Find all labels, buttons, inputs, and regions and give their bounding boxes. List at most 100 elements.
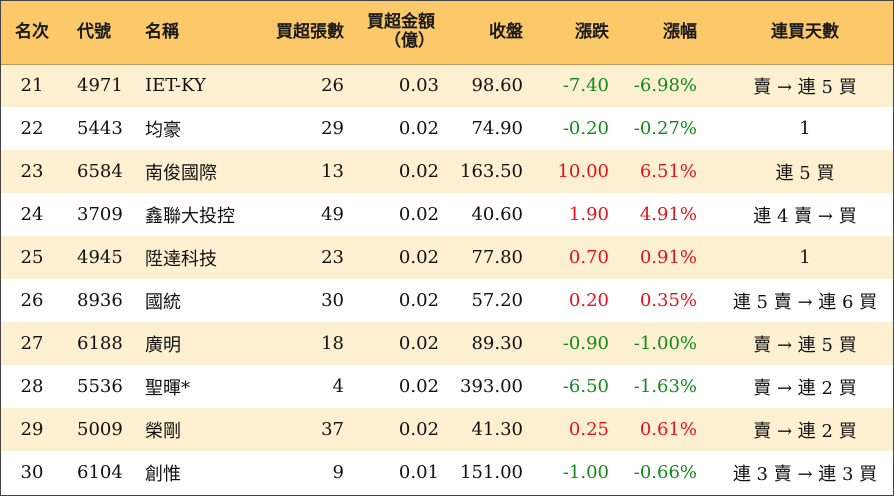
cell-change: 0.20 (568, 290, 609, 311)
table-row: 23 6584 南俊國際 13 0.02 163.50 10.00 6.51% 連 5 買 (1, 150, 893, 193)
cell-change-pct: 0.61% (639, 419, 697, 440)
table-row: 22 5443 均豪 29 0.02 74.90 -0.20 -0.27% 1 (1, 107, 893, 150)
cell-net-buy-amount: 0.02 (398, 118, 439, 139)
cell-rank: 23 (20, 161, 44, 182)
cell-net-buy-amount: 0.02 (398, 290, 439, 311)
cell-net-buy-amount: 0.02 (398, 376, 439, 397)
cell-close: 74.90 (471, 118, 523, 139)
cell-close: 40.60 (471, 204, 523, 225)
cell-change-pct: 6.51% (639, 161, 697, 182)
cell-streak: 1 (799, 247, 811, 268)
table-row: 24 3709 鑫聯大投控 49 0.02 40.60 1.90 4.91% 連 4 賣 → 買 (1, 193, 893, 236)
cell-net-buy-amount: 0.02 (398, 419, 439, 440)
header-code: 代號 (63, 1, 131, 65)
cell-rank: 25 (20, 247, 44, 268)
cell-close: 393.00 (460, 376, 523, 397)
cell-net-buy-amount: 0.02 (398, 204, 439, 225)
cell-name: 南俊國際 (145, 162, 217, 184)
cell-code: 8936 (77, 290, 123, 311)
cell-rank: 27 (20, 333, 44, 354)
cell-code: 6188 (77, 333, 123, 354)
cell-change-pct: -6.98% (633, 75, 697, 97)
cell-change: 0.25 (568, 419, 609, 440)
header-name: 名稱 (131, 1, 253, 65)
cell-close: 163.50 (460, 161, 523, 182)
cell-streak: 連 5 買 (775, 162, 835, 184)
cell-change-pct: -0.66% (633, 462, 697, 483)
cell-net-buy-amount: 0.03 (398, 75, 439, 97)
cell-streak: 1 (799, 118, 811, 139)
cell-change: 10.00 (557, 161, 609, 182)
header-streak: 連買天數 (717, 1, 893, 65)
header-rank: 名次 (1, 1, 63, 65)
cell-close: 57.20 (471, 290, 523, 311)
cell-code: 3709 (77, 204, 123, 225)
cell-rank: 24 (20, 204, 44, 225)
cell-change: -0.20 (562, 118, 609, 139)
cell-name: 廣明 (145, 334, 181, 356)
cell-code: 4945 (77, 247, 123, 268)
header-net-buy-lots: 買超張數 (253, 1, 346, 65)
cell-net-buy-amount: 0.02 (398, 161, 439, 182)
header-row: 名次 代號 名稱 買超張數 買超金額 （億） 收盤 漲跌 漲幅 連買天數 (1, 1, 893, 65)
cell-close: 77.80 (471, 247, 523, 268)
cell-net-buy-lots: 23 (321, 247, 344, 268)
cell-change: 0.70 (568, 247, 609, 268)
cell-close: 89.30 (471, 333, 523, 354)
cell-net-buy-lots: 29 (321, 118, 344, 139)
table-row: 30 6104 創惟 9 0.01 151.00 -1.00 -0.66% 連 3 賣 → 連 … (1, 451, 893, 494)
cell-change-pct: -1.63% (633, 376, 697, 397)
cell-change: 1.90 (568, 204, 609, 225)
header-net-buy-amount-line2: （億） (384, 31, 435, 52)
cell-rank: 28 (20, 376, 44, 397)
cell-net-buy-lots: 4 (332, 376, 344, 397)
cell-change-pct: 0.91% (639, 247, 697, 268)
cell-change-pct: -0.27% (633, 118, 697, 139)
cell-change-pct: -1.00% (633, 333, 697, 354)
cell-close: 41.30 (471, 419, 523, 440)
cell-change: -0.90 (562, 333, 609, 354)
cell-name: IET-KY (145, 75, 206, 97)
cell-change: -6.50 (562, 376, 609, 397)
table-row: 29 5009 榮剛 37 0.02 41.30 0.25 0.61% 賣 → 連 2 買 (1, 408, 893, 451)
table-body: 21 4971 IET-KY 26 0.03 98.60 -7.40 -6.98% 賣 → 連 … (1, 64, 893, 494)
cell-net-buy-lots: 18 (321, 333, 344, 354)
cell-rank: 22 (20, 118, 44, 139)
cell-net-buy-lots: 30 (321, 290, 344, 311)
cell-name: 創惟 (145, 463, 181, 485)
cell-change-pct: 0.35% (639, 290, 697, 311)
cell-code: 6584 (77, 161, 123, 182)
cell-streak: 連 3 賣 → 連 3 買 (732, 463, 878, 485)
header-change-pct: 漲幅 (627, 1, 717, 65)
cell-change: -7.40 (562, 75, 609, 97)
table-row: 25 4945 陞達科技 23 0.02 77.80 0.70 0.91% 1 (1, 236, 893, 279)
cell-change: -1.00 (562, 462, 609, 483)
cell-change-pct: 4.91% (639, 204, 697, 225)
cell-name: 均豪 (145, 119, 181, 141)
table-header: 名次 代號 名稱 買超張數 買超金額 （億） 收盤 漲跌 漲幅 連買天數 (1, 1, 893, 65)
cell-net-buy-amount: 0.02 (398, 333, 439, 354)
cell-code: 4971 (77, 75, 123, 97)
cell-name: 陞達科技 (145, 248, 217, 270)
cell-streak: 連 4 賣 → 買 (753, 205, 857, 227)
cell-streak: 賣 → 連 5 買 (753, 334, 857, 356)
cell-net-buy-lots: 9 (332, 462, 344, 483)
cell-name: 榮剛 (145, 420, 181, 442)
cell-close: 151.00 (460, 462, 523, 483)
cell-name: 鑫聯大投控 (145, 205, 235, 227)
table-row: 28 5536 聖暉* 4 0.02 393.00 -6.50 -1.63% 賣 → 連 2 買 (1, 365, 893, 408)
cell-rank: 26 (20, 290, 44, 311)
header-net-buy-amount-line1: 買超金額 (367, 12, 435, 33)
cell-rank: 29 (20, 419, 44, 440)
cell-net-buy-lots: 37 (321, 419, 344, 440)
table-row: 21 4971 IET-KY 26 0.03 98.60 -7.40 -6.98% 賣 → 連 … (1, 64, 893, 107)
table-row: 26 8936 國統 30 0.02 57.20 0.20 0.35% 連 5 賣 → 連 6 … (1, 279, 893, 322)
cell-code: 5009 (77, 419, 123, 440)
cell-streak: 連 5 賣 → 連 6 買 (732, 291, 878, 313)
cell-code: 5536 (77, 376, 123, 397)
cell-net-buy-lots: 49 (321, 204, 344, 225)
cell-code: 6104 (77, 462, 123, 483)
cell-net-buy-lots: 13 (321, 161, 344, 182)
cell-streak: 賣 → 連 2 買 (753, 377, 857, 399)
cell-net-buy-lots: 26 (321, 75, 344, 97)
